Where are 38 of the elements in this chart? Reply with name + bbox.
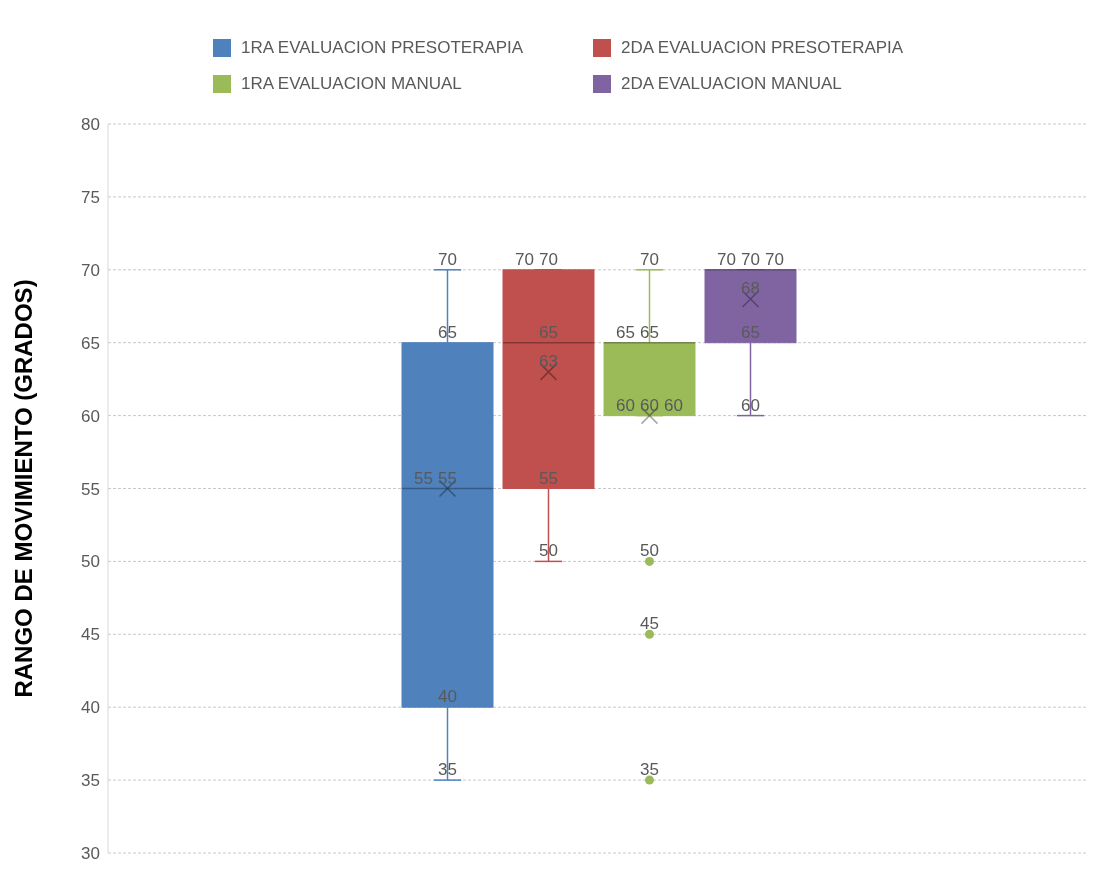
y-tick-label: 65 xyxy=(81,333,100,353)
annotation: 50 xyxy=(640,541,659,561)
y-tick-label: 75 xyxy=(81,187,100,207)
y-tick-label: 70 xyxy=(81,260,100,280)
annotation: 70 xyxy=(717,249,736,269)
y-tick-label: 45 xyxy=(81,625,100,645)
annotation: 55 xyxy=(414,468,433,488)
annotation: 70 xyxy=(438,249,457,269)
annotation: 68 xyxy=(741,278,760,298)
annotation: 60 xyxy=(616,395,635,415)
annotation: 65 xyxy=(741,322,760,342)
legend-label: 1RA EVALUACION PRESOTERAPIA xyxy=(241,38,524,58)
y-tick-label: 35 xyxy=(81,771,100,791)
annotation: 60 xyxy=(664,395,683,415)
y-tick-label: 40 xyxy=(81,698,100,718)
annotation: 35 xyxy=(640,760,659,780)
y-axis-title: RANGO DE MOVIMIENTO (GRADOS) xyxy=(9,279,37,698)
annotation: 70 xyxy=(640,249,659,269)
annotation: 55 xyxy=(539,468,558,488)
annotation: 70 xyxy=(765,249,784,269)
annotation: 65 xyxy=(616,322,635,342)
y-tick-label: 30 xyxy=(81,844,100,864)
y-tick-label: 55 xyxy=(81,479,100,499)
annotation: 70 xyxy=(741,249,760,269)
legend-label: 2DA EVALUACION PRESOTERAPIA xyxy=(621,38,904,58)
y-tick-label: 50 xyxy=(81,552,100,572)
legend-label: 1RA EVALUACION MANUAL xyxy=(241,74,462,94)
annotation: 40 xyxy=(438,687,457,707)
annotation: 55 xyxy=(438,468,457,488)
annotation: 45 xyxy=(640,614,659,634)
y-tick-label: 60 xyxy=(81,406,100,426)
annotation: 60 xyxy=(640,395,659,415)
annotation: 63 xyxy=(539,351,558,371)
legend-label: 2DA EVALUACION MANUAL xyxy=(621,74,842,94)
annotation: 65 xyxy=(539,322,558,342)
y-tick-label: 80 xyxy=(81,115,100,135)
annotation: 70 xyxy=(539,249,558,269)
annotation: 70 xyxy=(515,249,534,269)
